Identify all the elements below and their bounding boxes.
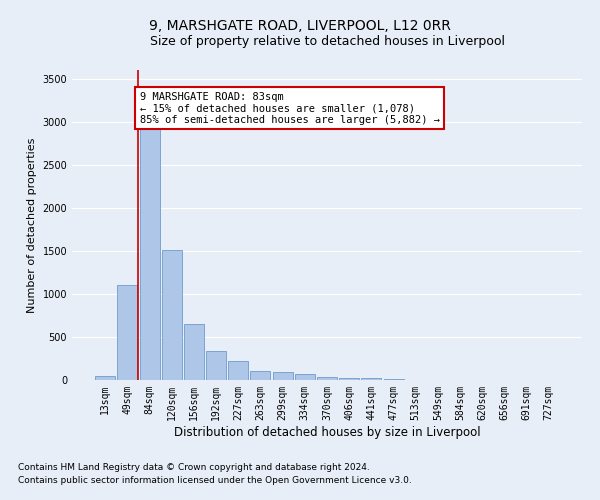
- Bar: [140, 126, 160, 380]
- Bar: [250, 371, 271, 380]
- Bar: [162, 250, 182, 380]
- X-axis label: Distribution of detached houses by size in Liverpool: Distribution of detached houses by size …: [173, 426, 481, 438]
- Bar: [272, 372, 293, 380]
- Bar: [206, 350, 226, 380]
- Text: Contains HM Land Registry data © Crown copyright and database right 2024.: Contains HM Land Registry data © Crown c…: [18, 464, 370, 472]
- Text: Contains public sector information licensed under the Open Government Licence v3: Contains public sector information licen…: [18, 476, 412, 485]
- Title: Size of property relative to detached houses in Liverpool: Size of property relative to detached ho…: [149, 35, 505, 48]
- Text: 9, MARSHGATE ROAD, LIVERPOOL, L12 0RR: 9, MARSHGATE ROAD, LIVERPOOL, L12 0RR: [149, 18, 451, 32]
- Y-axis label: Number of detached properties: Number of detached properties: [27, 138, 37, 312]
- Bar: [361, 378, 382, 380]
- Bar: [295, 374, 315, 380]
- Bar: [118, 286, 137, 380]
- Bar: [317, 377, 337, 380]
- Bar: [383, 378, 404, 380]
- Text: 9 MARSHGATE ROAD: 83sqm
← 15% of detached houses are smaller (1,078)
85% of semi: 9 MARSHGATE ROAD: 83sqm ← 15% of detache…: [140, 92, 440, 124]
- Bar: [339, 378, 359, 380]
- Bar: [228, 362, 248, 380]
- Bar: [95, 376, 115, 380]
- Bar: [184, 324, 204, 380]
